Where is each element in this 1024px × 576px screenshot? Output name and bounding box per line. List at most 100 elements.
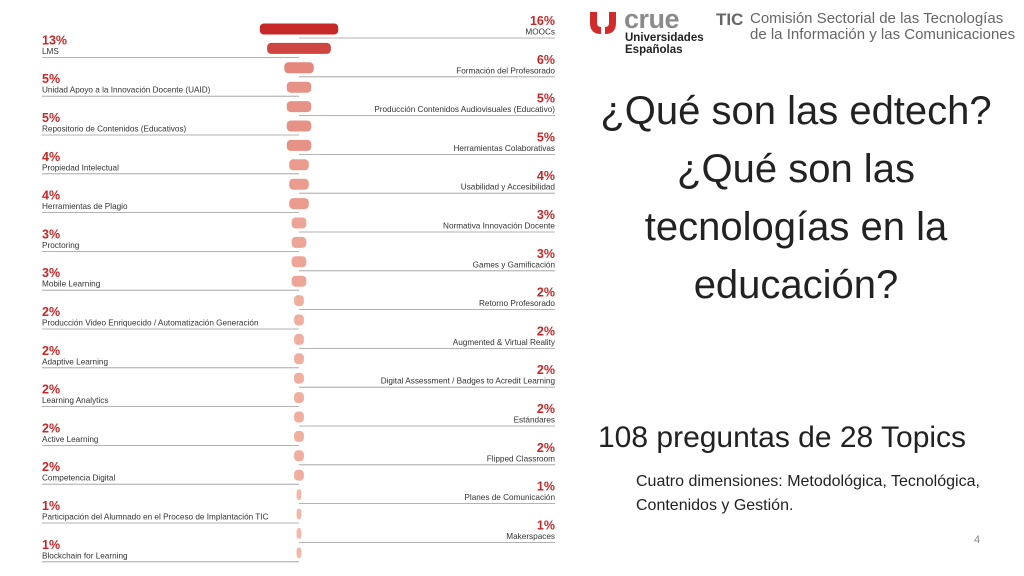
bar-2 [284,62,314,74]
bar-19 [294,392,304,404]
bar-17 [294,353,304,365]
bar-7 [289,159,309,171]
topics-chart: 16%MOOCs 13%LMS 6%Formación del Profesorad… [42,14,556,563]
title-line-1: ¿Qué son las edtech? [600,89,992,133]
crue-wordmark: crue [624,4,680,34]
bar-16 [294,333,304,345]
pct-label-6: 5% [537,130,555,144]
pct-label-26: 1% [537,518,555,532]
category-label-17: Adaptive Learning [42,357,108,366]
category-label-9: Herramientas de Plagio [42,202,128,211]
pct-label-24: 1% [537,480,555,494]
bar-10 [291,217,307,229]
pct-label-2: 6% [537,53,555,67]
category-label-7: Propiedad Intelectual [42,163,119,172]
tic-wordmark: TIC [716,10,744,29]
category-label-22: Flipped Classroom [487,454,555,463]
pct-label-27: 1% [42,538,60,552]
title-line-3: tecnologías en la [644,205,948,249]
bar-14 [294,295,304,307]
pct-label-9: 4% [42,189,60,203]
category-label-0: MOOCs [525,28,555,37]
crue-subtitle: Universidades Españolas [625,32,704,56]
category-label-16: Augmented & Virtual Reality [453,338,556,347]
questions-summary: 108 preguntas de 28 Topics [598,421,967,454]
pct-label-13: 3% [42,266,60,280]
category-label-23: Competencia Digital [42,474,115,483]
bar-3 [286,81,312,93]
bar-21 [294,430,304,442]
bar-6 [286,139,312,151]
pct-label-21: 2% [42,421,60,435]
category-label-21: Active Learning [42,435,99,444]
category-label-20: Estándares [514,416,555,425]
category-label-14: Retorno Profesorado [479,299,555,308]
category-label-4: Producción Contenidos Audiovisuales (Edu… [374,105,555,114]
category-label-15: Producción Video Enriquecido / Automatiz… [42,319,259,328]
pct-label-4: 5% [537,92,555,106]
crue-tic-logo: crue Universidades Españolas TIC Comisió… [586,4,1016,56]
pct-label-12: 3% [537,247,555,261]
bar-20 [294,411,304,423]
crue-sub-line-2: Españolas [625,44,683,56]
category-label-2: Formación del Profesorado [456,66,555,75]
bar-0 [259,23,339,35]
bar-27 [296,547,302,559]
category-label-8: Usabilidad y Accesibilidad [461,183,556,192]
bar-22 [294,450,304,462]
category-label-3: Unidad Apoyo a la Innovación Docente (UA… [42,86,211,95]
title-line-2: ¿Qué son las [677,147,915,191]
bar-23 [294,469,304,481]
pct-label-15: 2% [42,305,60,319]
bar-11 [291,236,307,248]
category-label-18: Digital Assessment / Badges to Acredit L… [381,377,556,386]
page-title: ¿Qué son las edtech? ¿Qué son las tecnol… [580,82,1012,314]
bar-26 [296,527,302,539]
bar-15 [294,314,304,326]
category-label-11: Proctoring [42,241,80,250]
category-label-6: Herramientas Colaborativas [454,144,555,153]
bar-25 [296,508,302,520]
pct-label-23: 2% [42,460,60,474]
pct-label-16: 2% [537,324,555,338]
bar-9 [289,198,309,210]
pct-label-20: 2% [537,402,555,416]
category-label-19: Learning Analytics [42,396,108,405]
bar-12 [291,256,307,268]
pct-label-5: 5% [42,111,60,125]
category-label-1: LMS [42,47,59,56]
bar-13 [291,275,307,287]
pct-label-18: 2% [537,363,555,377]
pct-label-17: 2% [42,344,60,358]
pct-label-0: 16% [530,14,555,28]
category-label-26: Makerspaces [506,532,555,541]
bar-24 [296,489,302,501]
pct-label-7: 4% [42,150,60,164]
dimensions-text: Cuatro dimensiones: Metodológica, Tecnol… [636,473,980,514]
crue-sub-line-1: Universidades [625,32,704,44]
tic-organization: Comisión Sectorial de las Tecnologías de… [750,10,1016,43]
bar-18 [294,372,304,384]
category-label-25: Participación del Alumnado en el Proceso… [42,513,269,522]
category-label-13: Mobile Learning [42,280,101,289]
pct-label-11: 3% [42,227,60,241]
pct-label-14: 2% [537,286,555,300]
title-line-4: educación? [693,263,899,307]
category-label-10: Normativa Innovación Docente [443,222,555,231]
category-label-27: Blockchain for Learning [42,551,128,560]
pct-label-10: 3% [537,208,555,222]
pct-label-22: 2% [537,441,555,455]
pct-label-19: 2% [42,383,60,397]
pct-label-8: 4% [537,169,555,183]
pct-label-25: 1% [42,499,60,513]
bar-1 [267,42,331,54]
category-label-12: Games y Gamificación [473,260,556,269]
page-number: 4 [974,534,981,546]
category-label-24: Planes de Comunicación [464,493,555,502]
pct-label-3: 5% [42,72,60,86]
bar-5 [286,120,312,132]
bar-8 [289,178,309,190]
bar-4 [286,101,312,113]
crue-mark-icon [590,12,616,34]
pct-label-1: 13% [42,33,67,47]
